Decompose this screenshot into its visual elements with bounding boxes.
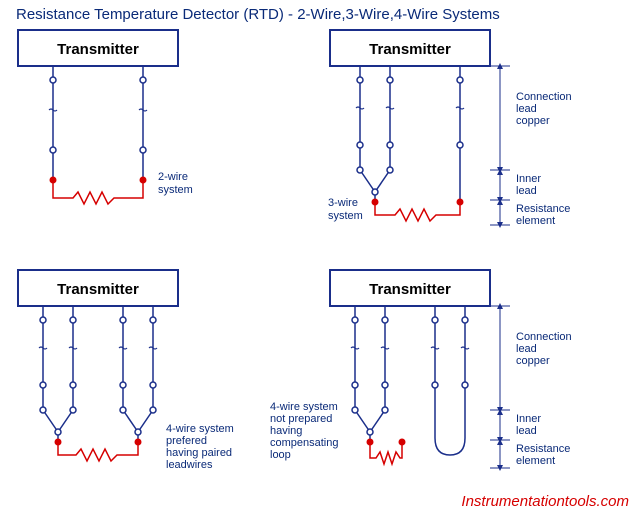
fourwire-paired-c2: prefered — [166, 435, 207, 447]
two-wire-caption-1: 2-wire — [158, 171, 188, 183]
svg-text:Resistanceelement: Resistanceelement — [516, 203, 570, 227]
fourwire-paired-c4: leadwires — [166, 459, 213, 471]
svg-text:Innerlead: Innerlead — [516, 173, 541, 197]
fourwire-paired-c1: 4-wire system — [166, 423, 234, 435]
svg-text:Connectionleadcopper: Connectionleadcopper — [516, 91, 572, 127]
fourwire-paired-c3: having paired — [166, 447, 232, 459]
transmitter-label: Transmitter — [57, 41, 139, 58]
two-wire-group: Transmitter 2-wire system — [18, 30, 193, 204]
conn-label-1: Connection — [516, 91, 572, 103]
conn-label-3: copper — [516, 115, 550, 127]
fourwire-loop-c5: loop — [270, 449, 291, 461]
svg-text:Connectionleadcopper: Connectionleadcopper — [516, 331, 572, 367]
fourwire-loop-c3: having — [270, 425, 302, 437]
four-wire-loop-group: Transmitter — [270, 270, 572, 468]
diagram-page: Resistance Temperature Detector (RTD) - … — [0, 0, 643, 516]
rtd-diagram-svg: Transmitter 2-wire system Transmitter — [0, 0, 643, 516]
three-wire-caption-2: system — [328, 210, 363, 222]
three-wire-group: Transmitter 3-wire system — [328, 30, 572, 227]
fourwire-loop-c1: 4-wire system — [270, 401, 338, 413]
fourwire-loop-c4: compensating — [270, 437, 339, 449]
two-wire-caption-2: system — [158, 184, 193, 196]
transmitter-label: Transmitter — [57, 281, 139, 298]
transmitter-label: Transmitter — [369, 41, 451, 58]
svg-text:Resistanceelement: Resistanceelement — [516, 443, 570, 467]
transmitter-label: Transmitter — [369, 281, 451, 298]
four-wire-paired-group: Transmitter — [18, 270, 234, 471]
conn-label-2: lead — [516, 103, 537, 115]
three-wire-caption-1: 3-wire — [328, 197, 358, 209]
svg-text:Innerlead: Innerlead — [516, 413, 541, 437]
fourwire-loop-c2: not prepared — [270, 413, 332, 425]
